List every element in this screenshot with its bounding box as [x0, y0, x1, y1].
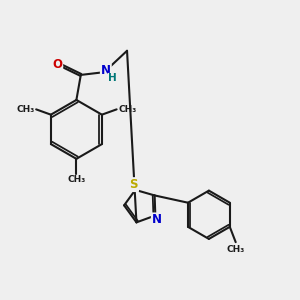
Text: O: O: [52, 58, 62, 71]
Text: N: N: [101, 64, 111, 77]
Text: CH₃: CH₃: [226, 244, 245, 253]
Text: S: S: [130, 178, 138, 191]
Text: CH₃: CH₃: [16, 105, 35, 114]
Text: N: N: [152, 213, 162, 226]
Text: CH₃: CH₃: [67, 175, 86, 184]
Text: CH₃: CH₃: [118, 105, 136, 114]
Text: H: H: [108, 74, 117, 83]
